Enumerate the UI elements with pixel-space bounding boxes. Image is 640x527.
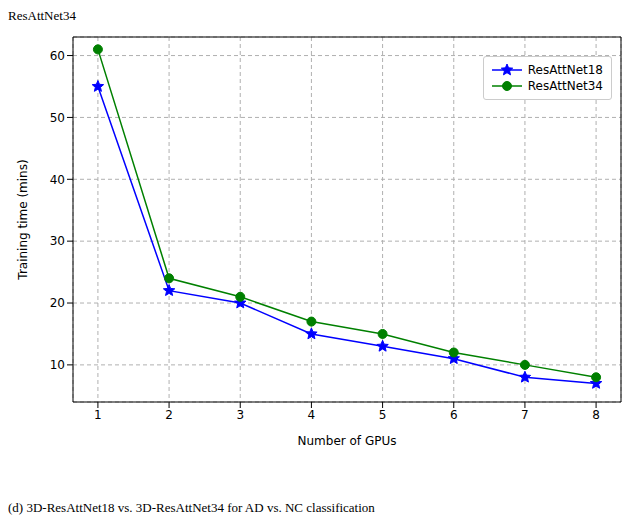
svg-text:1: 1: [94, 408, 102, 422]
svg-text:60: 60: [50, 49, 65, 63]
svg-text:5: 5: [379, 408, 387, 422]
svg-text:4: 4: [308, 408, 316, 422]
html-text:ResAttNet34: ResAttNet34: [8, 8, 76, 23]
svg-text:50: 50: [50, 111, 65, 125]
html-text:(d) 3D-ResAttNet18 vs. 3D-ResA: (d) 3D-ResAttNet18 vs. 3D-ResAttNet34 fo…: [8, 500, 375, 515]
svg-text:3: 3: [236, 408, 244, 422]
svg-text:8: 8: [592, 408, 600, 422]
svg-text:Number of GPUs: Number of GPUs: [298, 434, 397, 448]
svg-text:10: 10: [50, 358, 65, 372]
html-text:ResAttNet18: ResAttNet18: [527, 63, 603, 77]
svg-text:Training time (mins): Training time (mins): [16, 159, 30, 280]
svg-text:2: 2: [165, 408, 173, 422]
svg-text:40: 40: [50, 173, 65, 187]
svg-text:30: 30: [50, 234, 65, 248]
html-text:ResAttNet34: ResAttNet34: [527, 79, 603, 93]
svg-text:6: 6: [450, 408, 458, 422]
svg-text:20: 20: [50, 296, 65, 310]
svg-text:7: 7: [521, 408, 529, 422]
